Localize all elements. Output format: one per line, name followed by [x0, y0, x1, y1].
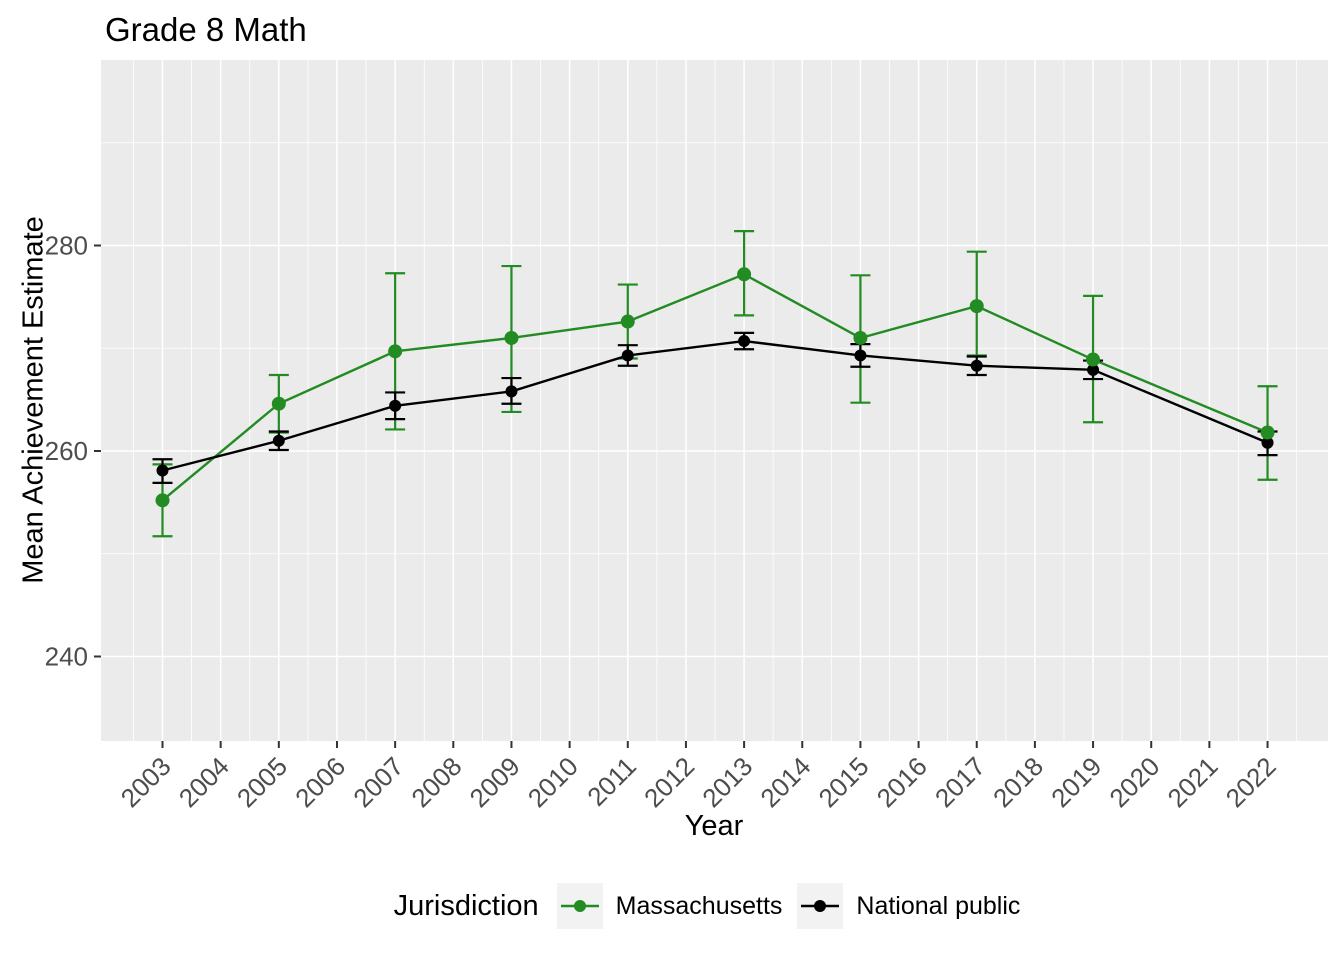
x-tick-label: 2010	[522, 751, 584, 813]
legend-label-national-public: National public	[856, 891, 1021, 920]
x-tick-label: 2021	[1162, 751, 1224, 813]
x-tick-label: 2008	[405, 751, 467, 813]
y-tick-label: 240	[45, 642, 88, 672]
x-tick-label: 2016	[871, 751, 933, 813]
data-point-national-public-2015	[854, 349, 867, 362]
x-tick-label: 2004	[173, 751, 235, 813]
legend-label-massachusetts: Massachusetts	[615, 891, 783, 920]
x-tick-label: 2012	[638, 751, 700, 813]
data-point-national-public-2019	[1087, 363, 1100, 376]
data-point-massachusetts-2022	[1260, 425, 1275, 440]
data-point-massachusetts-2013	[737, 267, 752, 282]
x-tick-label: 2014	[754, 751, 816, 813]
x-tick-label: 2011	[581, 751, 642, 812]
x-axis-title: Year	[684, 810, 744, 842]
x-tick-label: 2007	[347, 751, 409, 813]
chart-panel	[101, 60, 1328, 741]
data-point-national-public-2009	[505, 385, 518, 398]
data-point-national-public-2022	[1261, 436, 1274, 449]
x-tick-label: 2013	[696, 751, 758, 813]
data-point-massachusetts-2007	[388, 344, 403, 359]
x-tick-label: 2003	[115, 751, 177, 813]
data-point-national-public-2005	[272, 434, 285, 447]
data-point-national-public-2003	[156, 464, 169, 477]
legend: Jurisdiction Massachusetts National publ…	[101, 883, 1328, 929]
data-point-massachusetts-2019	[1086, 352, 1101, 367]
data-point-massachusetts-2015	[853, 330, 868, 345]
data-point-national-public-2007	[389, 399, 402, 412]
data-point-massachusetts-2005	[271, 396, 286, 411]
x-tick-label: 2020	[1103, 751, 1165, 813]
legend-item-national-public: National public	[797, 883, 1020, 929]
x-tick-label: 2015	[813, 751, 875, 813]
data-point-national-public-2013	[738, 335, 751, 348]
data-point-massachusetts-2017	[969, 299, 984, 314]
x-tick-label: 2017	[929, 751, 991, 813]
data-point-massachusetts-2011	[620, 314, 635, 329]
x-tick-label: 2006	[289, 751, 351, 813]
series-line-national-public	[162, 339, 1269, 472]
data-point-national-public-2011	[621, 349, 634, 362]
data-point-massachusetts-2003	[155, 493, 170, 508]
legend-key-massachusetts	[556, 883, 603, 929]
data-point-national-public-2017	[970, 359, 983, 372]
x-tick-label: 2009	[464, 751, 526, 813]
legend-point-icon	[814, 900, 827, 912]
y-axis-title: Mean Achievement Estimate	[17, 216, 50, 584]
y-tick-label: 280	[45, 231, 88, 261]
x-tick-label: 2019	[1045, 751, 1107, 813]
legend-point-icon	[573, 900, 586, 912]
x-tick-label: 2022	[1220, 751, 1282, 813]
y-tick-label: 260	[45, 436, 88, 466]
legend-key-national-public	[797, 883, 844, 929]
legend-item-massachusetts: Massachusetts	[556, 883, 783, 929]
series-line-massachusetts	[161, 272, 1269, 502]
x-tick-label: 2018	[987, 751, 1049, 813]
chart-title: Grade 8 Math	[105, 11, 307, 48]
x-tick-label: 2005	[231, 751, 293, 813]
data-point-massachusetts-2009	[504, 330, 519, 345]
legend-title: Jurisdiction	[393, 889, 539, 922]
